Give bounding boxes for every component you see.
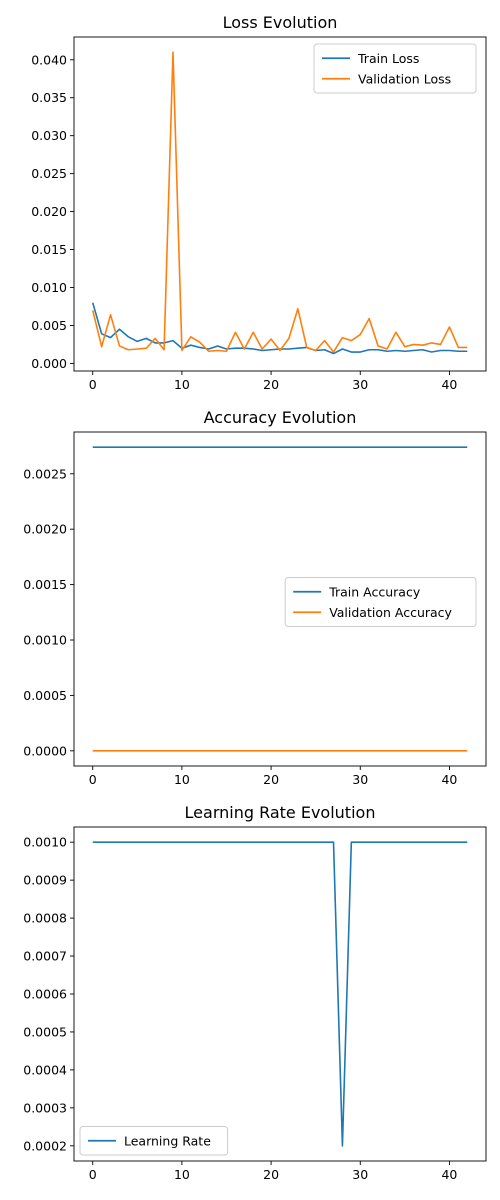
accuracy-y-tick-label: 0.0010: [23, 633, 67, 648]
learning-rate-y-tick-label: 0.0009: [23, 873, 67, 888]
accuracy-legend: Train Accuracy Validation Accuracy: [284, 577, 477, 627]
learning-rate-y-tick-label: 0.0008: [23, 911, 67, 926]
loss-x-tick-label: 20: [263, 377, 279, 392]
loss-y-tick-label: 0.005: [31, 318, 67, 333]
learning-rate-legend-box: [79, 1126, 229, 1156]
loss-y-tick-label: 0.025: [31, 166, 67, 181]
loss-y-tick-label: 0.030: [31, 128, 67, 143]
accuracy-legend-label-1: Validation Accuracy: [329, 605, 452, 620]
learning-rate-x-tick-label: 20: [263, 1167, 279, 1182]
loss-legend-box: [313, 43, 477, 94]
loss-y-tick-label: 0.035: [31, 90, 67, 105]
loss-y-tick-label: 0.010: [31, 280, 67, 295]
learning-rate-legend: Learning Rate: [79, 1126, 229, 1156]
loss-chart-title: Loss Evolution: [223, 13, 338, 32]
accuracy-axes-frame: [73, 431, 487, 767]
accuracy-x-tick-label: 0: [89, 772, 97, 787]
loss-legend-label-1: Validation Loss: [358, 71, 451, 86]
loss-x-tick-label: 0: [89, 377, 97, 392]
loss-y-tick-label: 0.015: [31, 242, 67, 257]
accuracy-y-tick-label: 0.0025: [23, 466, 67, 481]
accuracy-x-tick-label: 20: [263, 772, 279, 787]
learning-rate-series-line-0: [92, 841, 468, 1147]
learning-rate-x-tick-label: 30: [352, 1167, 368, 1182]
learning-rate-y-tick-label: 0.0006: [23, 987, 67, 1002]
loss-series-line-0: [91, 302, 468, 355]
loss-y-tick-label: 0.020: [31, 204, 67, 219]
accuracy-chart: Accuracy Evolution 0 10 20 30 40 0.0000 0.0005 0…: [23, 408, 487, 787]
accuracy-chart-title: Accuracy Evolution: [204, 408, 357, 427]
learning-rate-chart: Learning Rate Evolution 0 10 20 30 40 0.0002 0.…: [23, 803, 487, 1182]
accuracy-x-tick-label: 10: [174, 772, 190, 787]
loss-legend: Train Loss Validation Loss: [313, 43, 477, 94]
learning-rate-x-tick-label: 10: [174, 1167, 190, 1182]
accuracy-y-tick-label: 0.0015: [23, 577, 67, 592]
learning-rate-y-tick-label: 0.0002: [23, 1138, 67, 1153]
accuracy-y-tick-label: 0.0005: [23, 688, 67, 703]
loss-chart: Loss Evolution 0 10 20 30 40 0.000 0.005 0.010 0.…: [31, 13, 487, 392]
learning-rate-y-tick-label: 0.0005: [23, 1024, 67, 1039]
loss-series-line-1: [91, 51, 468, 353]
accuracy-legend-box: [284, 577, 477, 627]
learning-rate-x-tick-label: 40: [441, 1167, 457, 1182]
accuracy-y-tick-label: 0.0000: [23, 743, 67, 758]
accuracy-x-tick-label: 30: [352, 772, 368, 787]
loss-x-tick-label: 30: [352, 377, 368, 392]
loss-y-tick-label: 0.040: [31, 52, 67, 67]
learning-rate-y-tick-label: 0.0010: [23, 835, 67, 850]
learning-rate-y-tick-label: 0.0007: [23, 949, 67, 964]
loss-x-tick-label: 10: [174, 377, 190, 392]
loss-y-tick-label: 0.000: [31, 356, 67, 371]
learning-rate-x-tick-label: 0: [89, 1167, 97, 1182]
accuracy-x-tick-label: 40: [441, 772, 457, 787]
loss-legend-label-0: Train Loss: [357, 51, 419, 66]
accuracy-y-tick-label: 0.0020: [23, 522, 67, 537]
learning-rate-y-tick-label: 0.0003: [23, 1100, 67, 1115]
learning-rate-chart-title: Learning Rate Evolution: [185, 803, 376, 822]
accuracy-legend-label-0: Train Accuracy: [328, 584, 421, 599]
learning-rate-axes-frame: [73, 826, 487, 1162]
loss-x-tick-label: 40: [441, 377, 457, 392]
learning-rate-legend-label-0: Learning Rate: [124, 1133, 211, 1148]
loss-axes-frame: [73, 36, 487, 372]
learning-rate-y-tick-label: 0.0004: [23, 1062, 67, 1077]
